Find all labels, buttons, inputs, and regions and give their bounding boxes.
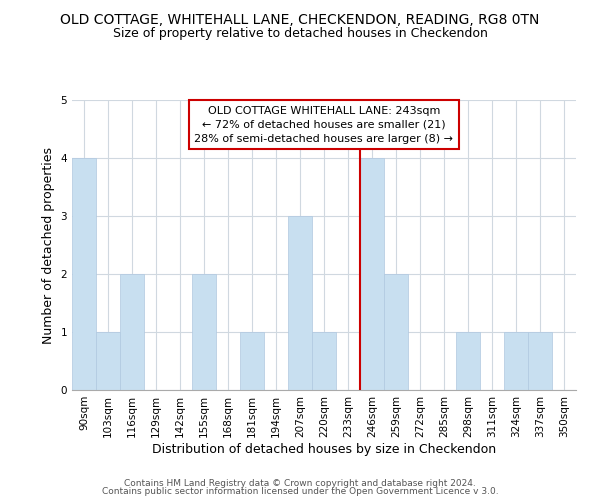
- Y-axis label: Number of detached properties: Number of detached properties: [42, 146, 55, 344]
- Bar: [72, 158, 96, 390]
- Text: OLD COTTAGE, WHITEHALL LANE, CHECKENDON, READING, RG8 0TN: OLD COTTAGE, WHITEHALL LANE, CHECKENDON,…: [61, 12, 539, 26]
- Bar: [312, 332, 336, 390]
- Bar: [288, 216, 312, 390]
- Text: Contains HM Land Registry data © Crown copyright and database right 2024.: Contains HM Land Registry data © Crown c…: [124, 478, 476, 488]
- X-axis label: Distribution of detached houses by size in Checkendon: Distribution of detached houses by size …: [152, 442, 496, 456]
- Bar: [120, 274, 144, 390]
- Bar: [240, 332, 264, 390]
- Bar: [360, 158, 384, 390]
- Bar: [528, 332, 552, 390]
- Bar: [504, 332, 528, 390]
- Bar: [192, 274, 216, 390]
- Text: OLD COTTAGE WHITEHALL LANE: 243sqm
← 72% of detached houses are smaller (21)
28%: OLD COTTAGE WHITEHALL LANE: 243sqm ← 72%…: [194, 106, 454, 144]
- Text: Contains public sector information licensed under the Open Government Licence v : Contains public sector information licen…: [101, 487, 499, 496]
- Text: Size of property relative to detached houses in Checkendon: Size of property relative to detached ho…: [113, 28, 487, 40]
- Bar: [96, 332, 120, 390]
- Bar: [384, 274, 408, 390]
- Bar: [456, 332, 480, 390]
